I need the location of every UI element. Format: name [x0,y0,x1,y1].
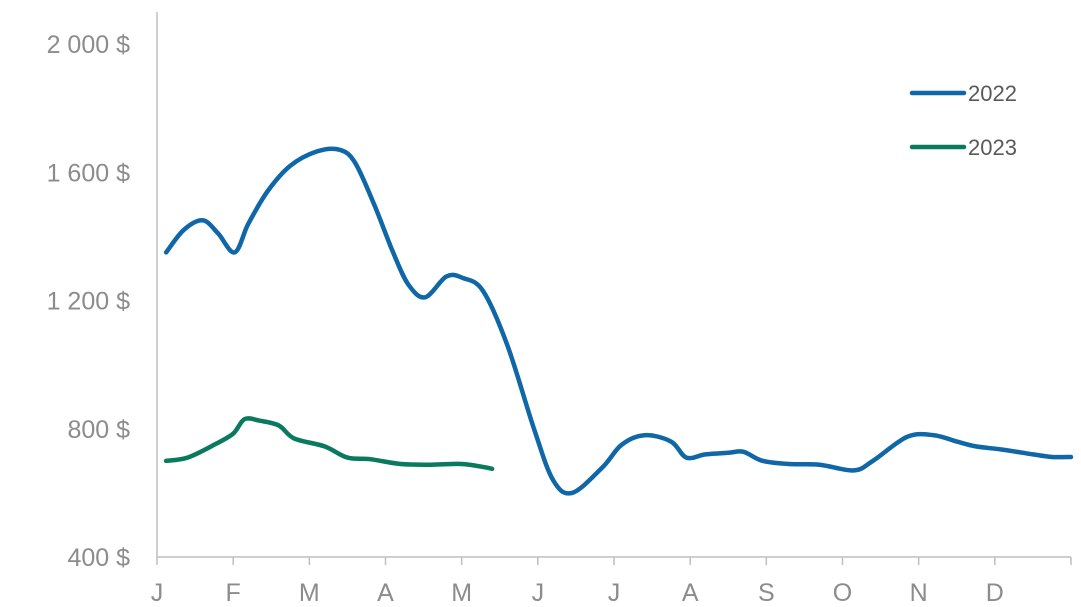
legend-label-2023: 2023 [968,135,1017,160]
y-tick-label: 2 000 $ [47,31,131,59]
x-tick-label: D [986,579,1004,607]
y-tick-label: 400 $ [67,544,130,572]
x-tick-label: M [451,579,472,607]
series-line-2022 [163,146,1074,496]
legend: 2022 2023 [909,81,1017,160]
y-tick-label: 1 200 $ [47,288,131,316]
series-line-2023 [163,416,495,472]
x-tick-label: O [833,579,852,607]
x-tick-label: A [377,579,394,607]
x-tick-label: F [226,579,241,607]
x-tick-label: M [299,579,320,607]
series-layer [163,146,1074,496]
x-tick-label: A [682,579,699,607]
y-axis-tick-labels: 400 $ 800 $ 1 200 $ 1 600 $ 2 000 $ [47,31,131,572]
x-tick-label: J [151,579,164,607]
x-axis-ticks [156,557,1072,565]
x-tick-label: N [910,579,928,607]
x-tick-label: J [608,579,621,607]
x-tick-label: J [532,579,545,607]
legend-label-2022: 2022 [968,81,1017,106]
y-tick-label: 800 $ [67,416,130,444]
y-tick-label: 1 600 $ [47,159,131,187]
x-tick-label: S [758,579,775,607]
